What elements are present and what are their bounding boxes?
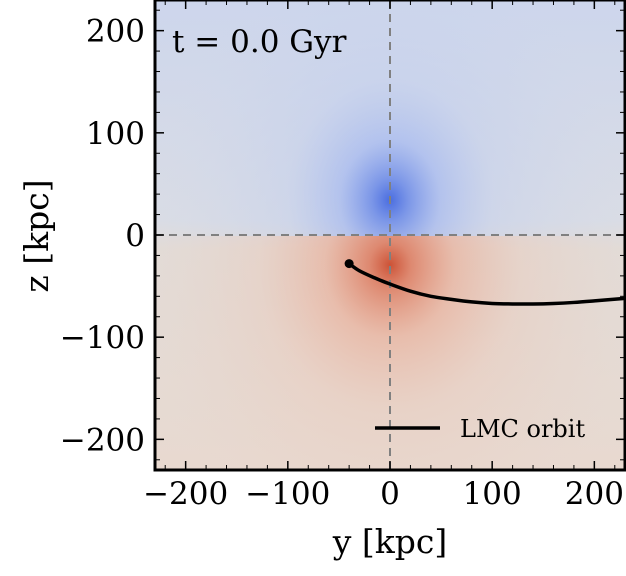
x-tick-labels: −200 −100 0 100 200 bbox=[143, 476, 624, 512]
y-axis-title: z [kpc] bbox=[17, 179, 56, 292]
y-tick-label: 200 bbox=[86, 14, 145, 50]
axis-ticks bbox=[155, 0, 625, 470]
x-axis-title: y [kpc] bbox=[332, 522, 448, 561]
y-tick-label: −200 bbox=[60, 422, 145, 458]
y-tick-label: −100 bbox=[60, 320, 145, 356]
time-annotation: t = 0.0 Gyr bbox=[172, 24, 347, 60]
x-tick-label: −100 bbox=[245, 476, 330, 512]
lmc-current-position-marker bbox=[344, 259, 354, 269]
orbit-layer bbox=[344, 259, 625, 306]
x-tick-label: −200 bbox=[143, 476, 228, 512]
y-tick-label: 0 bbox=[125, 218, 145, 254]
lmc-orbit-line bbox=[348, 262, 625, 306]
x-tick-label: 0 bbox=[380, 476, 400, 512]
legend: LMC orbit bbox=[375, 415, 585, 443]
x-tick-label: 100 bbox=[463, 476, 522, 512]
y-tick-labels: −200 −100 0 100 200 bbox=[60, 14, 145, 459]
x-tick-label: 200 bbox=[565, 476, 624, 512]
y-tick-label: 100 bbox=[86, 116, 145, 152]
legend-label: LMC orbit bbox=[460, 415, 585, 443]
